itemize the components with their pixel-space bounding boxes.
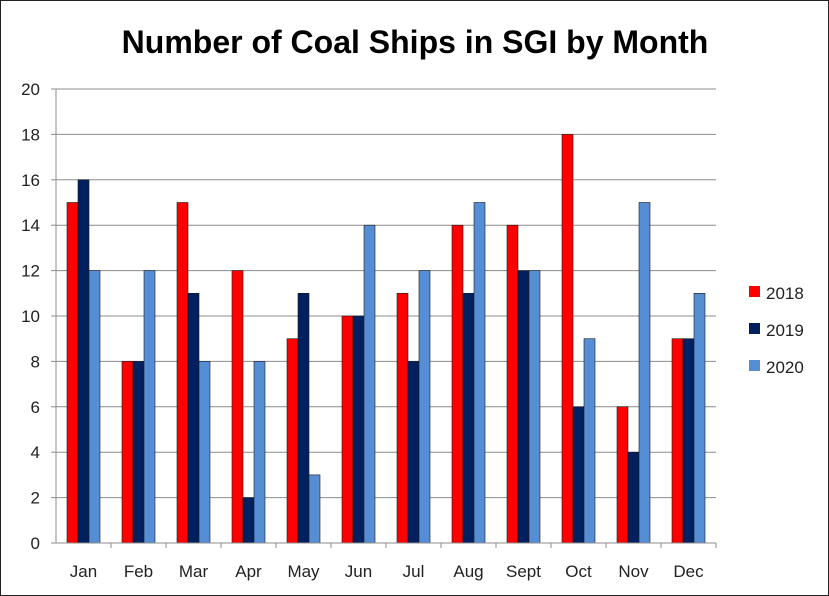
bar-2020-mar [198,361,211,544]
bar-2019-jun [352,315,365,544]
bar-2019-nov [627,451,640,544]
y-tick-label: 10 [21,307,40,326]
x-tick-label: Mar [179,562,209,581]
bar-2019-aug [462,292,475,544]
bar-2019-oct [572,406,585,544]
bar-2020-feb [143,270,156,544]
x-tick-label: Feb [124,562,153,581]
legend: 2018 2019 2020 [749,284,804,377]
bar-2019-may [297,292,310,544]
bar-2020-apr [253,361,266,544]
bar-2020-aug [473,202,486,544]
x-tick-label: Nov [618,562,649,581]
y-tick-label: 4 [31,443,40,462]
y-tick-label: 12 [21,262,40,281]
legend-swatch-2018 [749,286,760,297]
y-tick-label: 16 [21,171,40,190]
bar-2020-jun [363,224,376,544]
legend-swatch-2020 [749,360,760,371]
legend-swatch-2019 [749,323,760,334]
y-tick-label: 8 [31,352,40,371]
x-tick-label: Jan [70,562,97,581]
bar-2020-jul [418,270,431,544]
bar-2018-jul [396,292,409,544]
bar-2018-nov [616,406,629,544]
bar-2019-sept [517,270,530,544]
bar-2018-may [286,338,299,544]
x-tick-label: Apr [235,562,262,581]
y-tick-label: 18 [21,125,40,144]
bar-2020-oct [583,338,596,544]
bar-2018-aug [451,224,464,544]
bar-2018-apr [231,270,244,544]
bar-2020-may [308,474,321,544]
legend-label-2018: 2018 [766,284,804,303]
bar-2019-apr [242,497,255,544]
axes: 0 2 4 6 8 10 12 14 16 18 20 Jan Feb Mar Apr May Jun Jul Au… [21,80,717,581]
bar-2018-mar [176,202,189,544]
x-tick-label: Jul [403,562,425,581]
y-tick-label: 6 [31,398,40,417]
x-tick-label: May [287,562,320,581]
bar-2019-dec [682,338,695,544]
bar-2018-sept [506,224,519,544]
y-tick-label: 20 [21,80,40,99]
bar-2018-dec [671,338,684,544]
bar-2019-feb [132,361,145,544]
bar-2018-jan [66,202,79,544]
bar-2018-feb [121,361,134,544]
bars [66,134,706,544]
y-tick-label: 0 [31,534,40,553]
gridlines [56,88,716,499]
bar-2020-jan [88,270,101,544]
bar-2020-nov [638,202,651,544]
bar-2020-dec [693,292,706,544]
x-tick-label: Oct [565,562,592,581]
legend-label-2020: 2020 [766,358,804,377]
bar-2019-jan [77,179,90,544]
x-tick-label: Jun [345,562,372,581]
y-tick-label: 2 [31,489,40,508]
chart-title: Number of Coal Ships in SGI by Month [122,24,709,60]
x-tick-label: Sept [506,562,541,581]
bar-2018-oct [561,134,574,544]
x-tick-label: Aug [453,562,483,581]
y-tick-label: 14 [21,216,40,235]
bar-2020-sept [528,270,541,544]
bar-2019-mar [187,292,200,544]
legend-label-2019: 2019 [766,321,804,340]
bar-2018-jun [341,315,354,544]
bar-2019-jul [407,361,420,544]
x-tick-label: Dec [673,562,704,581]
